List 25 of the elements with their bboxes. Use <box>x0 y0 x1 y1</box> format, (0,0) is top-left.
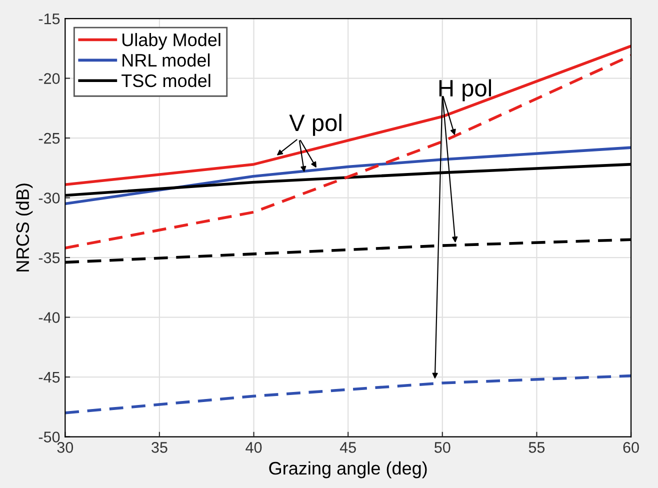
annotation: H pol <box>439 79 492 102</box>
x-tick-label: 45 <box>340 442 356 453</box>
legend-label: Ulaby Model <box>122 32 220 50</box>
x-tick-label: 35 <box>152 442 168 453</box>
x-axis-title: Grazing angle (deg) <box>269 461 427 478</box>
line-series <box>65 146 632 206</box>
legend-label: TSC model <box>122 74 210 88</box>
y-tick-label: -35 <box>38 252 60 264</box>
x-tick-label: 40 <box>246 442 262 453</box>
x-tick-label: 30 <box>57 442 74 453</box>
y-tick-label: -45 <box>38 372 60 383</box>
x-tick-label: 60 <box>623 442 639 453</box>
y-tick-label: -40 <box>38 312 60 323</box>
legend-label: NRL model <box>122 53 210 67</box>
y-tick-label: -50 <box>38 432 60 442</box>
x-tick-label: 50 <box>434 442 450 453</box>
line-series <box>65 54 632 250</box>
annotation: V pol <box>289 114 342 136</box>
line-series <box>65 374 632 414</box>
y-tick-label: -15 <box>38 14 60 24</box>
y-tick-label: -30 <box>38 192 60 204</box>
y-tick-label: -20 <box>38 73 60 84</box>
y-tick-label: -25 <box>38 132 60 144</box>
y-axis-title: NRCS (dB) <box>16 184 33 272</box>
x-tick-label: 55 <box>528 442 545 453</box>
